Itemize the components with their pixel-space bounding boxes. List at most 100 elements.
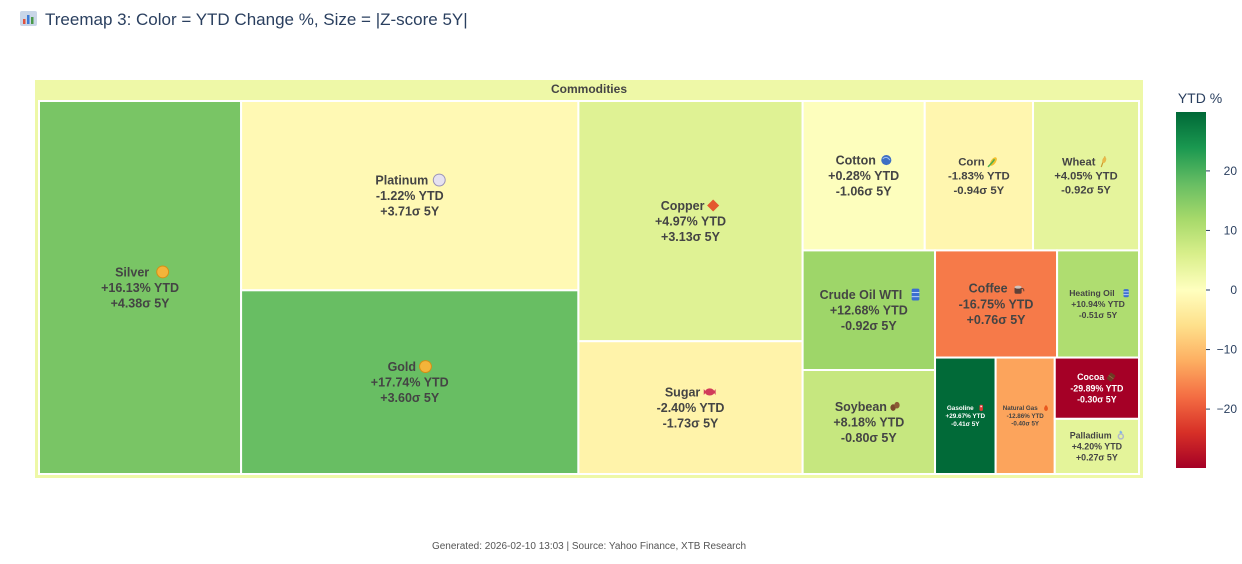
treemap-tile[interactable]: Sugar -2.40% YTD -1.73σ 5Y [577,340,804,475]
tile-ytd-label: +4.97% YTD [655,214,726,228]
tile-name: Gasoline [947,405,974,412]
tile-name: Copper [661,199,705,213]
tile-ytd-label: -16.75% YTD [959,297,1034,311]
yarn-icon [881,155,892,166]
treemap-tile[interactable]: Copper+4.97% YTD +3.13σ 5Y [577,100,804,343]
treemap-tile[interactable]: Platinum -1.22% YTD +3.71σ 5Y [240,100,580,292]
coin-icon [419,360,432,373]
tile-name: Platinum [375,173,428,187]
tile-rect [934,249,1059,359]
treemap-tile[interactable]: Cocoa-29.89% YTD-0.30σ 5Y [1053,356,1140,420]
treemap: Commodities Silver +16.13% YTD +4.38σ 5Y Pla… [35,80,1143,478]
tile-name: Crude Oil WTI [820,288,903,302]
tile-ytd-label: +16.13% YTD [101,281,179,295]
tile-rect [1053,356,1140,420]
tile-name: Palladium [1070,430,1112,440]
colorbar-tick-label: −10 [1217,343,1238,357]
tile-z-label: -0.51σ 5Y [1079,310,1118,320]
tile-z-label: +3.71σ 5Y [380,205,440,219]
tile-ytd-label: -12.86% YTD [1007,413,1045,420]
tile-ytd-label: -1.83% YTD [948,171,1010,183]
beans-icon [890,401,900,411]
tile-rect [934,356,997,475]
treemap-tile[interactable]: Wheat +4.05% YTD -0.92σ 5Y [1032,100,1141,252]
treemap-root-label: Commodities [551,82,627,96]
tile-z-label: +0.27σ 5Y [1076,453,1118,463]
tile-name: Natural Gas [1003,405,1038,412]
tile-rect [1056,249,1140,359]
tile-z-label: +0.76σ 5Y [967,313,1027,327]
tile-rect [577,100,804,343]
barrel-icon [911,288,920,301]
colorbar: YTD % 20 10 0 −10 −20 [1176,90,1238,468]
tile-rect [1053,417,1140,475]
colorbar-tick-label: 0 [1230,283,1237,297]
tile-z-label: -1.73σ 5Y [663,417,719,431]
tile-ytd-label: -2.40% YTD [657,401,725,415]
tile-name: Coffee [969,282,1008,296]
chart-title-text: Treemap 3: Color = YTD Change %, Size = … [45,10,468,29]
treemap-tile[interactable]: Gold +17.74% YTD+3.60σ 5Y [240,289,580,475]
wheat-icon [1100,156,1107,168]
footer-source: Generated: 2026-02-10 13:03 | Source: Ya… [431,541,747,552]
chocolate-icon [1106,372,1116,382]
tile-rect [1032,100,1141,252]
treemap-tile[interactable]: Gasoline+29.67% YTD-0.41σ 5Y [934,356,997,475]
tile-ytd-label: +0.28% YTD [828,169,899,183]
colorbar-tick-label: 20 [1224,164,1238,178]
treemap-tile[interactable]: Soybean+8.18% YTD -0.80σ 5Y [801,369,937,475]
tile-ytd-label: -29.89% YTD [1070,383,1124,393]
tile-name: Cocoa [1077,372,1104,382]
treemap-tile[interactable]: Corn -1.83% YTD -0.94σ 5Y [923,100,1035,252]
tile-ytd-label: +10.94% YTD [1071,299,1125,309]
tile-name: Gold [388,360,416,374]
tile-rect [801,100,926,252]
tile-rect [240,289,580,475]
ring-icon [1117,430,1125,440]
tile-z-label: +3.60σ 5Y [380,391,440,405]
tile-z-label: -1.06σ 5Y [836,185,892,199]
tile-ytd-label: +12.68% YTD [830,304,908,318]
candy-icon [703,388,716,396]
colorbar-tick-label: −20 [1217,402,1238,416]
tile-ytd-label: -1.22% YTD [376,189,444,203]
barrel-icon [1123,289,1129,298]
tile-rect [923,100,1035,252]
tile-z-label: -0.41σ 5Y [951,421,980,428]
tile-name: Sugar [665,385,701,399]
corn-icon [987,157,997,168]
treemap-tile[interactable]: Palladium +4.20% YTD+0.27σ 5Y [1053,417,1140,475]
colorbar-title: YTD % [1178,90,1222,106]
disc-icon [432,173,446,187]
tile-name: Soybean [835,400,887,414]
tile-z-label: -0.80σ 5Y [841,431,897,445]
colorbar-tick-label: 10 [1224,223,1238,237]
tile-name: Cotton [836,153,876,167]
tile-rect [577,340,804,475]
tile-ytd-label: +17.74% YTD [371,376,449,390]
flame-icon [1044,405,1048,411]
colorbar-gradient [1176,112,1206,468]
tile-z-label: -0.30σ 5Y [1077,394,1117,404]
tile-rect [240,100,580,292]
tile-z-label: -0.40σ 5Y [1011,421,1040,428]
tile-z-label: -0.92σ 5Y [1061,185,1111,197]
tile-name: Silver [115,265,149,279]
tile-ytd-label: +29.67% YTD [945,413,985,420]
treemap-tile[interactable]: Heating Oil+10.94% YTD-0.51σ 5Y [1056,249,1140,359]
tile-z-label: -0.94σ 5Y [953,185,1004,197]
treemap-tile[interactable]: Coffee-16.75% YTD +0.76σ 5Y [934,249,1059,359]
tile-z-label: +4.38σ 5Y [111,297,171,311]
tile-name: Corn [958,156,985,168]
tile-z-label: -0.92σ 5Y [841,319,897,333]
bar-chart-icon [20,11,37,26]
chart-title: Treemap 3: Color = YTD Change %, Size = … [20,10,468,30]
tile-name: Heating Oil [1069,288,1114,298]
tile-z-label: +3.13σ 5Y [661,230,721,244]
treemap-tile[interactable]: Cotton +0.28% YTD -1.06σ 5Y [801,100,926,252]
coin-icon [156,265,170,279]
coffee-icon [1014,285,1025,294]
tile-rect [801,369,937,475]
tile-ytd-label: +4.05% YTD [1054,171,1117,183]
tile-name: Wheat [1062,157,1096,169]
